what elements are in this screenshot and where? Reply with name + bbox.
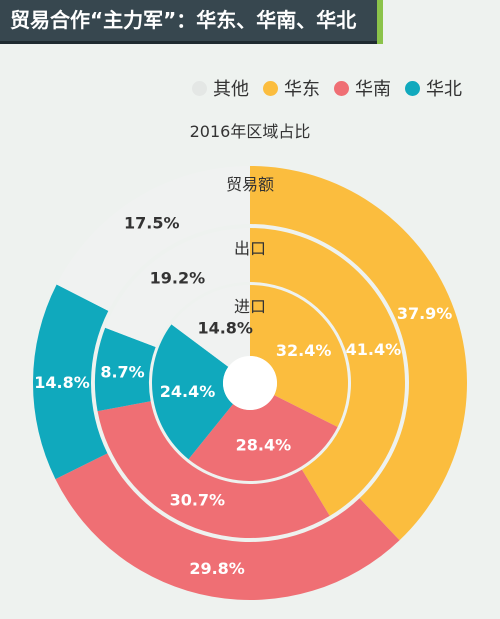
label-trade-east: 37.9% — [397, 304, 453, 323]
label-export-south: 30.7% — [170, 491, 226, 510]
slice-export-south — [97, 401, 330, 538]
slice-import-other — [171, 285, 250, 367]
legend-swatch-north — [405, 80, 420, 96]
banner-accent-bar — [377, 0, 383, 44]
legend-swatch-other — [192, 80, 207, 96]
ring-name-trade: 贸易额 — [226, 175, 274, 194]
legend-swatch-south — [334, 80, 349, 96]
legend-label-east: 华东 — [284, 79, 320, 100]
label-import-south: 28.4% — [236, 436, 292, 455]
legend-label-other: 其他 — [213, 79, 249, 100]
label-import-other: 14.8% — [197, 318, 253, 337]
legend-item-north: 华北 — [405, 75, 462, 101]
ring-name-export: 出口 — [234, 239, 266, 258]
slice-trade-south — [55, 453, 400, 600]
label-import-north: 24.4% — [160, 382, 216, 401]
slice-export-east — [250, 228, 405, 516]
slice-trade-east — [250, 166, 468, 541]
label-export-other: 19.2% — [150, 269, 206, 288]
slice-import-east — [250, 285, 348, 427]
legend-label-south: 华南 — [355, 79, 391, 100]
legend-swatch-east — [263, 80, 278, 96]
label-export-east: 41.4% — [346, 340, 402, 359]
slice-import-north — [152, 324, 234, 460]
legend-item-other: 其他 — [192, 75, 249, 101]
label-export-north: 8.7% — [100, 362, 144, 381]
donut-hole — [223, 356, 277, 410]
label-trade-other: 17.5% — [124, 214, 180, 233]
chart-title: 2016年区域占比 — [189, 122, 311, 141]
legend-label-north: 华北 — [426, 79, 462, 100]
banner-title: 贸易合作“主力军”：华东、华南、华北 — [0, 0, 377, 44]
slice-trade-north — [33, 284, 109, 480]
label-trade-south: 29.8% — [189, 559, 245, 578]
slice-export-other — [105, 228, 250, 348]
slice-export-north — [94, 327, 156, 412]
label-trade-north: 14.8% — [34, 373, 90, 392]
ring-name-import: 进口 — [234, 297, 266, 316]
slice-trade-other — [56, 166, 251, 311]
legend-item-south: 华南 — [334, 75, 391, 101]
chart-legend: 其他 华东 华南 华北 — [192, 75, 462, 101]
legend-item-east: 华东 — [263, 75, 320, 101]
label-import-east: 32.4% — [276, 341, 332, 360]
slice-import-south — [188, 395, 338, 481]
